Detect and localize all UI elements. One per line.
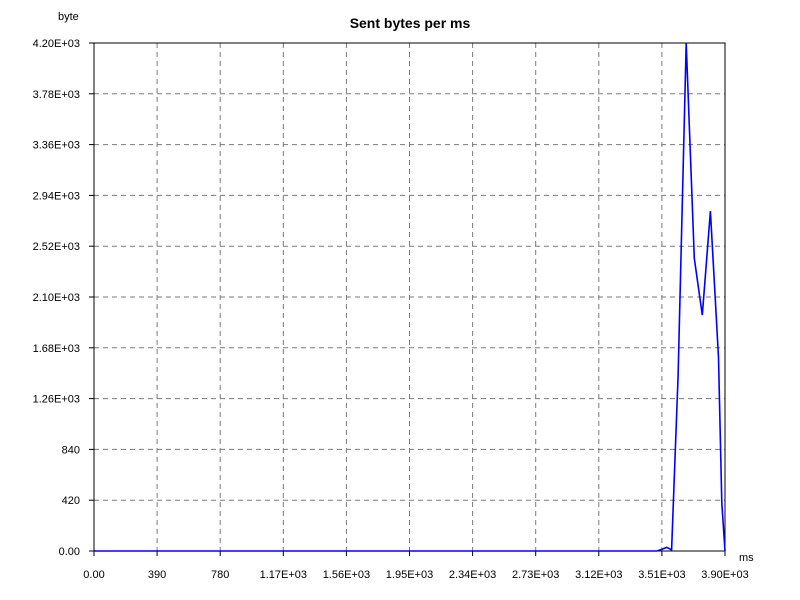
x-tick-label: 3.12E+03 bbox=[575, 569, 622, 581]
x-tick-label: 1.17E+03 bbox=[260, 569, 307, 581]
y-axis-unit-label: byte bbox=[58, 11, 79, 23]
x-tick-label: 3.90E+03 bbox=[701, 569, 748, 581]
y-tick-label: 4.20E+03 bbox=[33, 38, 80, 50]
y-tick-label: 3.36E+03 bbox=[33, 140, 80, 152]
chart-title: Sent bytes per ms bbox=[350, 15, 471, 31]
y-tick-label: 3.78E+03 bbox=[33, 89, 80, 101]
series-layer bbox=[94, 42, 726, 552]
x-tick-label: 2.34E+03 bbox=[449, 569, 496, 581]
x-tick-label: 2.73E+03 bbox=[512, 569, 559, 581]
x-tick-label: 780 bbox=[211, 569, 229, 581]
gridlines bbox=[93, 42, 726, 552]
y-tick-label: 2.94E+03 bbox=[33, 190, 80, 202]
y-tick-label: 840 bbox=[62, 444, 80, 456]
y-tick-label: 1.26E+03 bbox=[33, 394, 80, 406]
y-tick-label: 0.00 bbox=[59, 546, 80, 558]
y-tick-label: 420 bbox=[62, 495, 80, 507]
y-tick-label: 2.52E+03 bbox=[33, 241, 80, 253]
x-tick-label: 1.56E+03 bbox=[323, 569, 370, 581]
y-tick-label: 2.10E+03 bbox=[33, 292, 80, 304]
x-tick-label: 1.95E+03 bbox=[386, 569, 433, 581]
x-tick-label: 390 bbox=[148, 569, 166, 581]
y-tick-label: 1.68E+03 bbox=[33, 343, 80, 355]
x-tick-label: 0.00 bbox=[83, 569, 104, 581]
x-tick-label: 3.51E+03 bbox=[638, 569, 685, 581]
series-line bbox=[94, 42, 726, 552]
x-axis-unit-label: ms bbox=[739, 552, 754, 564]
axis-ticks: 0.00 390 780 1.17E+03 1.56E+03 1.95E+03 2.34E+… bbox=[33, 38, 749, 581]
